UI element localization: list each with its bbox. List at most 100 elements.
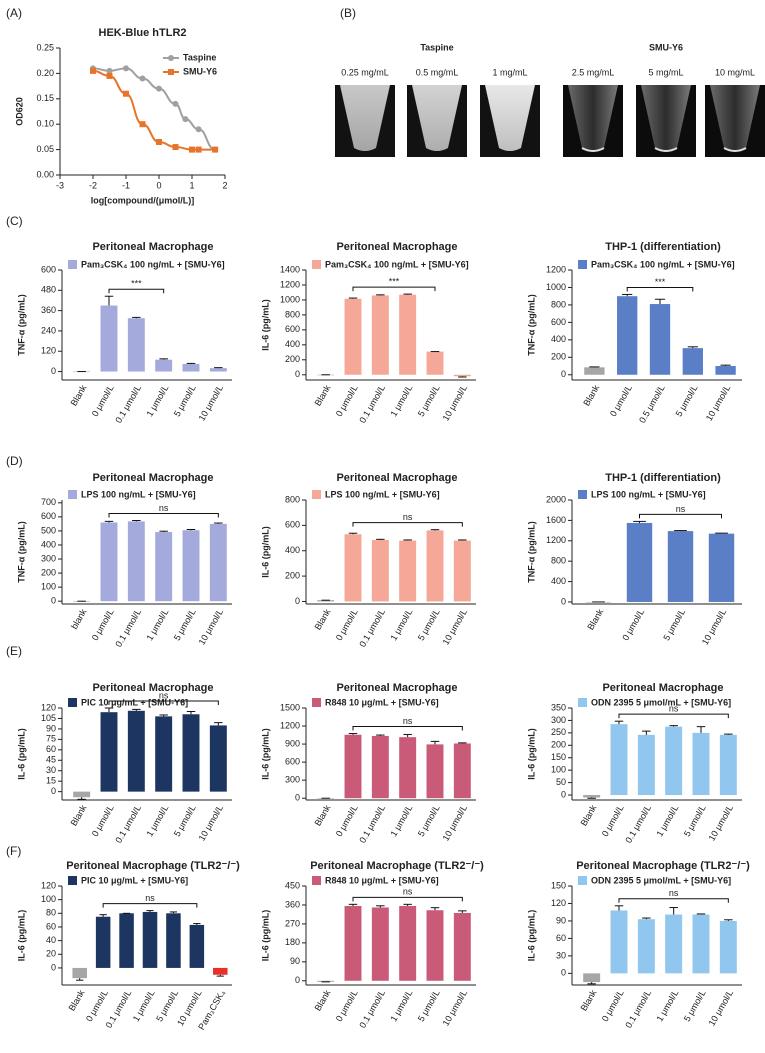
bar — [708, 533, 735, 602]
bar — [626, 522, 653, 602]
y-tick-label: 480 — [41, 285, 56, 295]
chart-title: Peritoneal Macrophage (TLR2⁻/⁻) — [576, 860, 750, 872]
y-tick-label: 0 — [561, 369, 566, 379]
x-tick-label: 10 μmol/L — [441, 607, 470, 646]
y-tick-label: 240 — [41, 325, 56, 335]
x-tick-label: 5 μmol/L — [682, 988, 708, 1023]
y-tick-label: 600 — [551, 317, 566, 327]
x-tick-label: Blank — [579, 803, 599, 828]
legend-label: PIC 10 μg/mL + [SMU-Y6] — [81, 697, 188, 707]
y-axis-label: IL-6 (pg/mL) — [260, 728, 270, 780]
y-tick-label: 0 — [561, 968, 566, 978]
bar — [95, 916, 111, 968]
bar — [637, 919, 655, 974]
data-point — [156, 138, 162, 145]
bar — [155, 359, 173, 372]
chart-title: HEK-Blue hTLR2 — [99, 27, 187, 39]
tube-photo — [335, 85, 395, 157]
bar — [209, 368, 227, 372]
y-tick-label: 120 — [41, 702, 56, 712]
legend-label: Pam₃CSK₄ 100 ng/mL + [SMU-Y6] — [591, 259, 735, 269]
significance-label: ns — [403, 512, 413, 522]
y-tick-label: 270 — [285, 918, 300, 928]
significance-label: ns — [669, 704, 679, 714]
x-tick-label: Blank — [313, 988, 333, 1013]
data-point — [139, 75, 146, 82]
x-tick-label: -1 — [122, 180, 130, 190]
legend-swatch — [312, 490, 321, 499]
legend-swatch — [312, 698, 321, 707]
data-point — [172, 100, 179, 107]
bar — [317, 980, 335, 982]
y-tick-label: 400 — [41, 539, 56, 549]
x-axis-label: log[compound/(μmol/L)] — [91, 195, 194, 205]
x-tick-label: 0 μmol/L — [334, 803, 360, 838]
panel-label: (B) — [340, 6, 356, 20]
significance-label: ns — [145, 893, 155, 903]
x-tick-label: -3 — [56, 180, 64, 190]
bar — [119, 913, 134, 968]
photo-label: 0.25 mg/mL — [341, 67, 389, 77]
y-tick-label: 0 — [295, 975, 300, 985]
panel-label: (C) — [6, 214, 23, 228]
bar — [399, 737, 417, 799]
x-tick-label: 0 μmol/L — [334, 383, 360, 418]
y-tick-label: 600 — [285, 756, 300, 766]
y-tick-label: 60 — [46, 744, 56, 754]
significance-bracket — [102, 903, 198, 908]
x-tick-label: 1 μmol/L — [388, 383, 414, 418]
significance-label: ns — [669, 888, 679, 898]
x-tick-label: 0.1 μmol/L — [113, 803, 143, 845]
legend-label: ODN 2395 5 μmol/mL + [SMU-Y6] — [591, 875, 731, 885]
y-tick-label: 360 — [41, 305, 56, 315]
significance-label: ns — [403, 887, 413, 897]
x-tick-label: 0 μmol/L — [334, 607, 360, 642]
y-tick-label: 600 — [41, 511, 56, 521]
chart-title: Peritoneal Macrophage — [92, 682, 213, 694]
x-tick-label: 0 μmol/L — [84, 988, 110, 1023]
significance-bracket — [352, 726, 463, 731]
x-tick-label: 1 μmol/L — [388, 803, 414, 838]
y-tick-label: 450 — [285, 880, 300, 890]
y-tick-label: 1400 — [280, 264, 300, 274]
x-tick-label: Blank — [581, 383, 601, 408]
data-point — [168, 69, 174, 75]
chart-title: THP-1 (differentiation) — [605, 241, 721, 253]
chart-title: Peritoneal Macrophage — [92, 241, 213, 253]
y-tick-label: 0 — [51, 366, 56, 376]
y-axis-label: TNF-α (pg/mL) — [16, 521, 26, 583]
y-tick-label: 360 — [285, 899, 300, 909]
significance-bracket — [352, 896, 463, 902]
y-axis-label: IL-6 (pg/mL) — [526, 728, 536, 780]
x-tick-label: 5 μmol/L — [682, 803, 708, 838]
significance-bracket — [108, 288, 165, 294]
x-tick-label: Blank — [579, 988, 599, 1013]
y-tick-label: 200 — [551, 352, 566, 362]
legend-swatch — [578, 490, 587, 499]
data-point — [195, 146, 202, 153]
y-axis-label: TNF-α (pg/mL) — [526, 521, 536, 583]
y-tick-label: 120 — [41, 346, 56, 356]
data-point — [106, 72, 113, 79]
data-point — [168, 55, 174, 61]
x-tick-label: 5 μmol/L — [172, 607, 198, 642]
series-line — [92, 69, 216, 151]
bar — [209, 523, 227, 602]
x-tick-label: 0.1 μmol/L — [623, 988, 653, 1030]
bar — [371, 907, 389, 981]
y-tick-label: 0.10 — [36, 119, 54, 129]
legend-swatch — [68, 260, 77, 269]
y-tick-label: 600 — [285, 324, 300, 334]
y-axis-label: IL-6 (pg/mL) — [526, 910, 536, 962]
x-tick-label: 5 μmol/L — [674, 383, 700, 418]
y-tick-label: 150 — [551, 752, 566, 762]
x-tick-label: Blank — [313, 383, 333, 408]
y-tick-label: 400 — [285, 545, 300, 555]
y-tick-label: 0.25 — [36, 42, 54, 52]
significance-bracket — [639, 513, 722, 519]
legend-label: LPS 100 ng/mL + [SMU-Y6] — [81, 489, 196, 499]
bar — [583, 973, 601, 983]
y-tick-label: 600 — [285, 520, 300, 530]
y-tick-label: 200 — [551, 740, 566, 750]
y-tick-label: 90 — [290, 956, 300, 966]
